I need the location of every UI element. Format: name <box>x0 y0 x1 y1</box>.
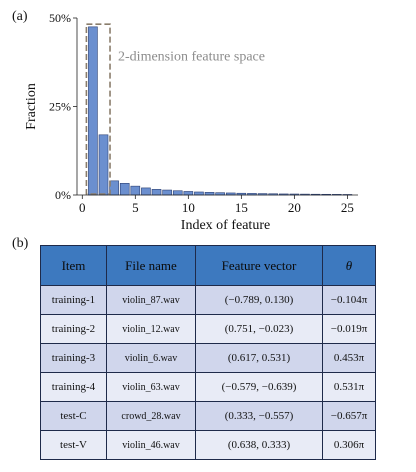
cell-feature-vector: (−0.579, −0.639) <box>195 372 323 402</box>
cell-feature-vector: (−0.789, 0.130) <box>195 285 323 315</box>
panel-b-label: (b) <box>12 236 29 251</box>
bar-feature-9 <box>172 190 183 196</box>
panel-a-label: (a) <box>12 9 28 24</box>
cell-theta: 0.531π <box>322 372 376 402</box>
cell-feature-vector: (0.638, 0.333) <box>195 430 323 460</box>
y-tick-label: 50% <box>49 11 71 25</box>
y-axis-label: Fraction <box>24 83 39 130</box>
cell-theta: 0.306π <box>322 430 376 460</box>
bar-feature-8 <box>162 189 172 196</box>
header-feature-vector: Feature vector <box>195 245 323 286</box>
y-tick-label: 0% <box>55 188 71 202</box>
cell-item: training-2 <box>40 314 107 344</box>
x-tick-label: 15 <box>235 200 248 215</box>
x-axis-label: Index of feature <box>181 218 270 232</box>
cell-item: test-C <box>40 401 107 431</box>
cell-item: training-1 <box>40 285 107 315</box>
table-header-row: Item File name Feature vector θ <box>40 245 376 286</box>
bar-feature-2 <box>98 134 109 196</box>
cell-theta: −0.104π <box>322 285 376 315</box>
feature-table-container: Item File name Feature vector θ training… <box>40 245 376 460</box>
bar-feature-7 <box>151 189 162 196</box>
x-tick-label: 25 <box>341 200 354 215</box>
cell-file-name: violin_87.wav <box>106 285 196 315</box>
cell-file-name: violin_12.wav <box>106 314 196 344</box>
cell-theta: −0.657π <box>322 401 376 431</box>
table-row: test-C crowd_28.wav (0.333, −0.557) −0.6… <box>40 401 376 431</box>
cell-file-name: violin_6.wav <box>106 343 196 373</box>
chart-annotation: 2-dimension feature space <box>118 49 265 64</box>
bar-feature-6 <box>141 187 151 196</box>
cell-file-name: crowd_28.wav <box>106 401 196 431</box>
cell-item: training-4 <box>40 372 107 402</box>
bar-feature-3 <box>109 180 119 196</box>
header-file-name: File name <box>106 245 196 286</box>
header-item: Item <box>40 245 107 286</box>
cell-theta: −0.019π <box>322 314 376 344</box>
bar-feature-5 <box>130 185 141 196</box>
cell-feature-vector: (0.751, −0.023) <box>195 314 323 344</box>
cell-item: training-3 <box>40 343 107 373</box>
x-tick-label: 20 <box>288 200 301 215</box>
cell-item: test-V <box>40 430 107 460</box>
bar-feature-10 <box>183 191 194 196</box>
bar-feature-4 <box>119 183 130 196</box>
table-row: training-4 violin_63.wav (−0.579, −0.639… <box>40 372 376 402</box>
table-row: training-1 violin_87.wav (−0.789, 0.130)… <box>40 285 376 315</box>
x-tick-label: 0 <box>79 200 86 215</box>
table-row: training-2 violin_12.wav (0.751, −0.023)… <box>40 314 376 344</box>
x-tick-label: 10 <box>182 200 195 215</box>
cell-feature-vector: (0.617, 0.531) <box>195 343 323 373</box>
cell-theta: 0.453π <box>322 343 376 373</box>
header-theta: θ <box>322 245 376 286</box>
feature-fraction-bar-chart: 0 5 10 15 20 25 0% 25% 50% 2-dimension feature … <box>24 11 358 232</box>
x-tick-label: 5 <box>132 200 139 215</box>
highlight-box <box>85 23 111 195</box>
bar-feature-1 <box>88 26 98 196</box>
cell-feature-vector: (0.333, −0.557) <box>195 401 323 431</box>
cell-file-name: violin_46.wav <box>106 430 196 460</box>
feature-table: Item File name Feature vector θ training… <box>40 245 376 460</box>
bar-feature-11 <box>194 191 204 196</box>
y-tick-label: 25% <box>49 100 71 114</box>
cell-file-name: violin_63.wav <box>106 372 196 402</box>
table-row: test-V violin_46.wav (0.638, 0.333) 0.30… <box>40 430 376 460</box>
table-row: training-3 violin_6.wav (0.617, 0.531) 0… <box>40 343 376 373</box>
